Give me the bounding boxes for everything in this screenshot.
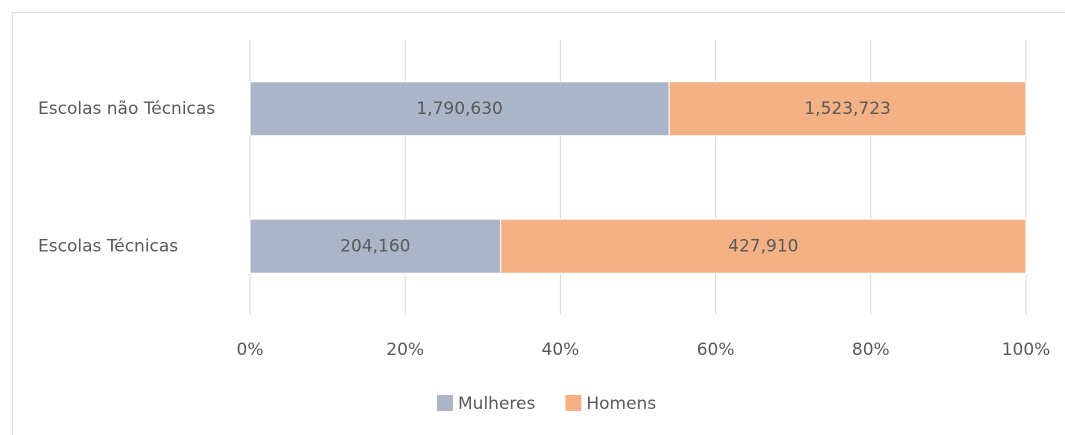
legend-swatch	[565, 395, 582, 411]
data-label: 1,790,630	[416, 99, 503, 119]
bar-segment	[500, 218, 1027, 274]
x-tick-label: 20%	[386, 340, 424, 360]
data-label: 427,910	[728, 236, 798, 256]
data-label: 1,523,723	[804, 99, 891, 119]
x-tick-label: 80%	[852, 340, 890, 360]
x-tick-label: 0%	[237, 340, 264, 360]
y-tick-label: Escolas não Técnicas	[38, 99, 215, 119]
x-tick-label: 60%	[697, 340, 735, 360]
data-label: 204,160	[340, 236, 410, 256]
bar-segment	[668, 81, 1027, 137]
bar-segment	[249, 218, 502, 274]
legend-label: Homens	[586, 394, 656, 414]
x-tick-label: 40%	[542, 340, 580, 360]
legend-label: Mulheres	[458, 394, 535, 414]
y-tick-label: Escolas Técnicas	[38, 236, 178, 256]
chart-frame	[12, 12, 1065, 435]
legend-swatch	[437, 395, 453, 411]
x-tick-label: 100%	[1002, 340, 1051, 360]
